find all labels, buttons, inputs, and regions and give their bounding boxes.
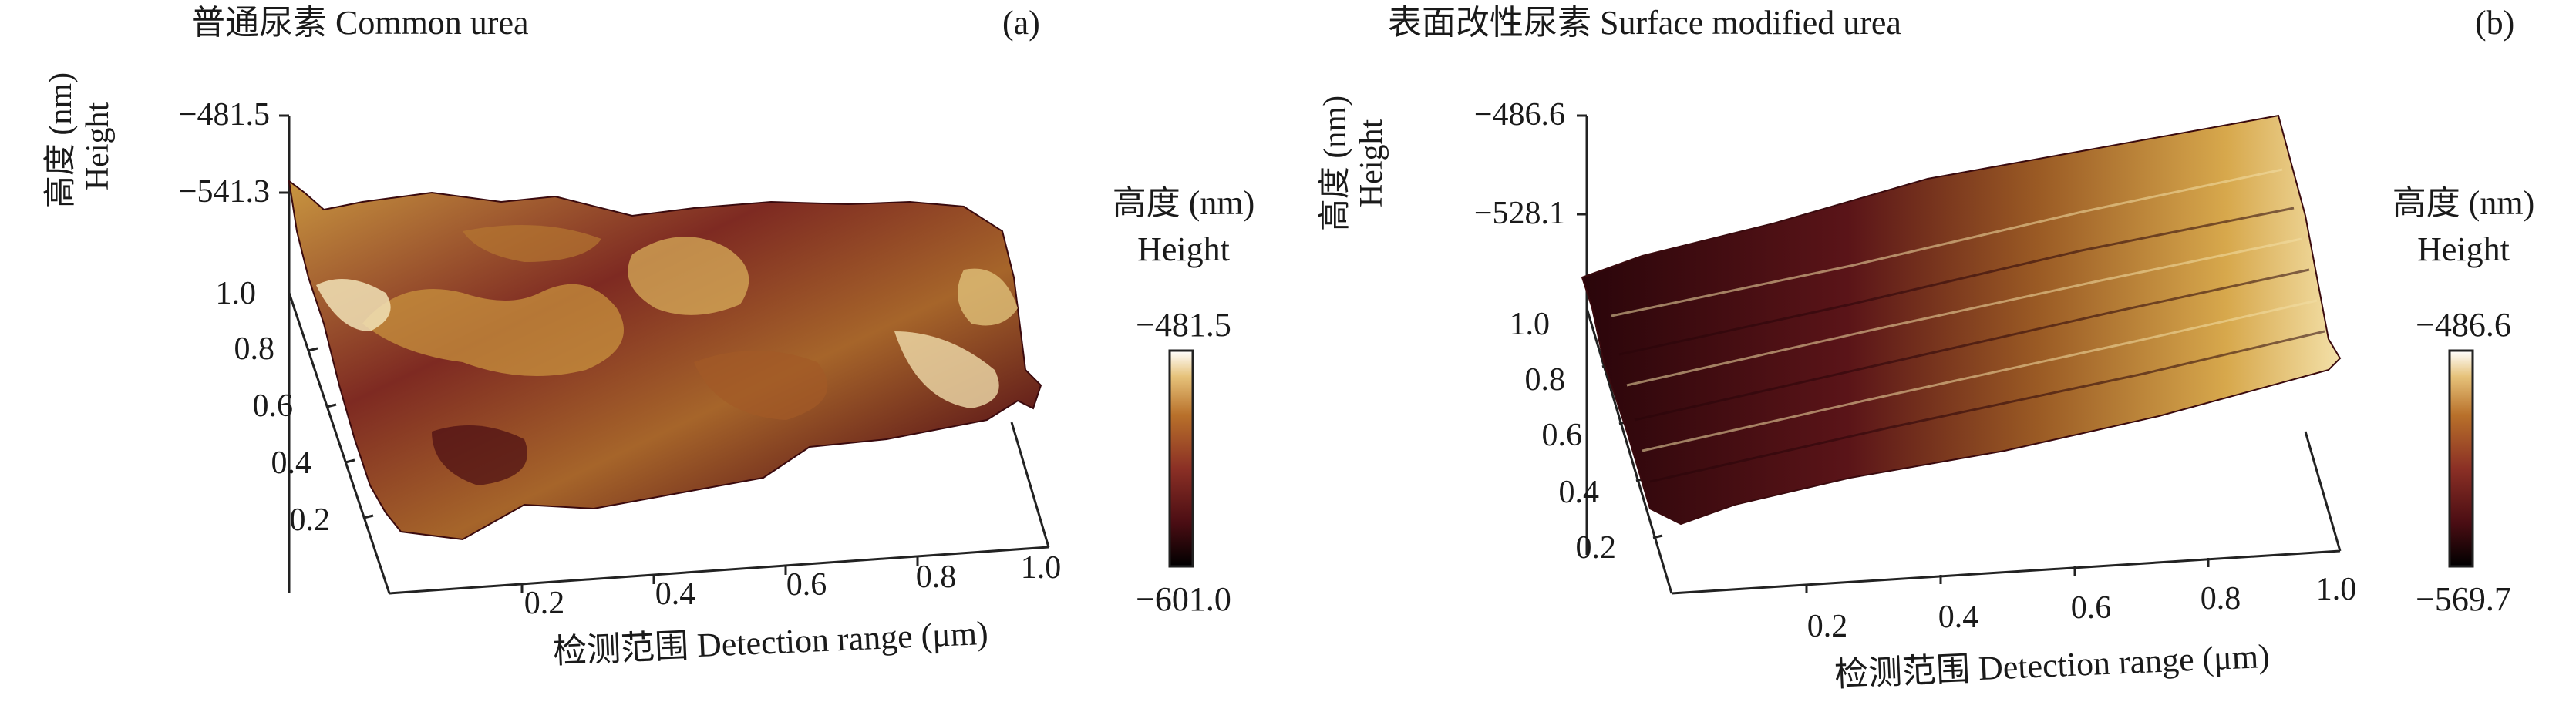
panel-b-xtick-0.4: 0.4 [1938, 600, 1979, 635]
panel-a-colorbar [1168, 349, 1194, 568]
panel-b-cbar-title-en: Height [2417, 230, 2510, 268]
panel-b-ztick-top: −486.6 [1474, 97, 1565, 133]
panel-a-xtick-0.4: 0.4 [655, 576, 696, 612]
panel-b-xtick-0.2: 0.2 [1807, 609, 1848, 644]
panel-b-ytick-0.2: 0.2 [1576, 530, 1617, 566]
panel-b-xtick-1.0: 1.0 [2316, 572, 2357, 607]
panel-b-xtick-0.6: 0.6 [2071, 590, 2112, 626]
panel-a-title: 普通尿素 Common urea [191, 4, 529, 42]
panel-b-cbar-title-cn: 高度 (nm) [2392, 184, 2535, 222]
panel-b-surface [1581, 114, 2342, 526]
panel-a-ytick-0.8: 0.8 [234, 331, 275, 367]
panel-a-xlabel: 检测范围 Detection range (μm) [552, 614, 988, 671]
panel-b-label: (b) [2475, 4, 2514, 42]
panel-a-ytick-1.0: 1.0 [216, 276, 257, 311]
panel-a-axes [279, 114, 1050, 595]
panel-b-ytick-0.6: 0.6 [1542, 418, 1583, 453]
panel-a: 普通尿素 Common urea (a) 高度 (nm) Height −481… [43, 4, 1254, 670]
panel-b-colorbar [2448, 349, 2474, 568]
panel-a-xtick-0.6: 0.6 [786, 567, 827, 603]
panel-b-ztick-2: −528.1 [1474, 196, 1565, 231]
panel-a-ztick-2: −541.3 [179, 174, 270, 210]
panel-b-cbar-max: −486.6 [2416, 306, 2511, 344]
panel-b-ridges [1611, 168, 2325, 483]
panel-a-ztick-top: −481.5 [179, 97, 270, 133]
panel-a-zlabel-cn: 高度 (nm) [43, 72, 79, 208]
panel-b-axes [1577, 114, 2342, 595]
panel-a-cbar-title-cn: 高度 (nm) [1113, 184, 1255, 222]
panel-a-label: (a) [1002, 4, 1040, 42]
panel-a-surface [288, 179, 1042, 541]
panel-b-ytick-0.8: 0.8 [1525, 362, 1566, 398]
panel-a-xtick-0.2: 0.2 [524, 586, 565, 621]
panel-a-ytick-0.6: 0.6 [253, 388, 294, 424]
panel-b-xlabel: 检测范围 Detection range (μm) [1834, 637, 2270, 694]
panel-b-ytick-1.0: 1.0 [1510, 307, 1551, 342]
panel-b-ytick-0.4: 0.4 [1559, 475, 1600, 510]
panel-b-title: 表面改性尿素 Surface modified urea [1388, 4, 1901, 42]
panel-a-xtick-1.0: 1.0 [1021, 550, 1062, 586]
panel-a-cbar-min: −601.0 [1136, 580, 1231, 618]
panel-b-zlabel-cn: 高度 (nm) [1318, 96, 1353, 231]
panel-b-xtick-0.8: 0.8 [2201, 581, 2241, 616]
panel-a-xtick-0.8: 0.8 [916, 559, 957, 595]
panel-a-cbar-title-en: Height [1137, 230, 1230, 268]
panel-a-cbar-max: −481.5 [1136, 306, 1231, 344]
panel-a-ytick-0.4: 0.4 [271, 445, 312, 481]
panel-b: 表面改性尿素 Surface modified urea (b) 高度 (nm)… [1318, 4, 2534, 694]
panel-a-ytick-0.2: 0.2 [290, 502, 331, 538]
panel-a-tickmarks [308, 347, 919, 593]
panel-b-cbar-min: −569.7 [2416, 580, 2511, 618]
panel-b-zlabel-en: Height [1354, 119, 1389, 208]
panel-a-zlabel-en: Height [80, 102, 116, 191]
